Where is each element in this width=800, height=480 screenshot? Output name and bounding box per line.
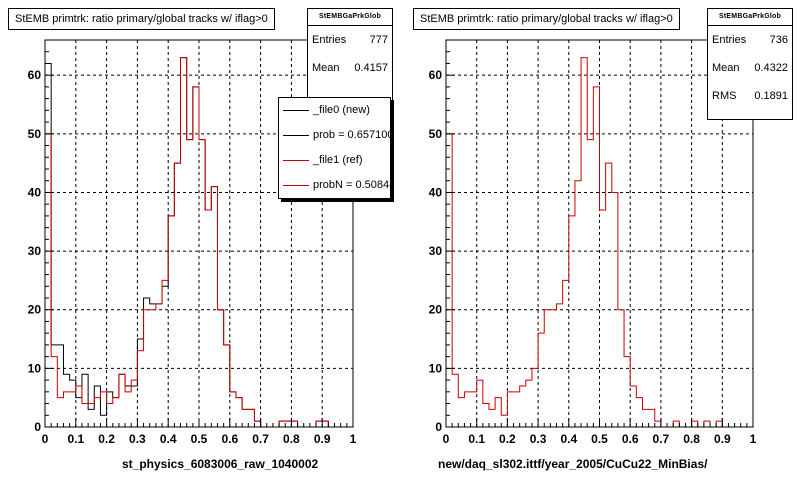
x-tick-label: 0.3 (129, 432, 146, 446)
x-tick-label: 0.5 (591, 432, 608, 446)
x-tick-label: 0.2 (98, 432, 115, 446)
legend-line-red (283, 160, 309, 161)
x-tick-label: 0.9 (314, 432, 331, 446)
legend-line-black (283, 110, 309, 111)
x-tick-label: 0.7 (252, 432, 269, 446)
y-tick-label: 60 (28, 68, 42, 82)
x-tick-label: 0.4 (560, 432, 577, 446)
x-tick-label: 0.5 (191, 432, 208, 446)
x-tick-label: 0.1 (67, 432, 84, 446)
legend-entry: probN = 0.508484 (279, 173, 390, 198)
x-tick-label: 1 (350, 432, 357, 446)
right-stats-entries: Entries 736 (708, 26, 792, 54)
right-stats-box: StEMBGaPrkGlob Entries 736 Mean 0.4322 R… (707, 8, 793, 120)
entries-value: 777 (369, 34, 388, 46)
y-tick-label: 10 (28, 361, 42, 375)
y-tick-label: 40 (429, 185, 443, 199)
y-tick-label: 10 (429, 361, 443, 375)
legend-label: probN = 0.508484 (313, 179, 390, 191)
legend-line-red (283, 185, 309, 186)
x-tick-label: 0 (42, 432, 49, 446)
left-plot: 0 0.1 0.2 0.3 0.4 0.5 0.6 0.7 0.8 0.9 101020304050… (28, 39, 357, 446)
x-tick-label: 1 (750, 432, 757, 446)
right-x-axis-title: new/daq_sl302.ittf/year_2005/CuCu22_MinB… (438, 457, 708, 471)
x-tick-label: 0.3 (530, 432, 547, 446)
y-tick-label: 30 (28, 244, 42, 258)
left-chart-title: StEMB primtrk: ratio primary/global trac… (15, 13, 268, 25)
mean-label: Mean (712, 62, 740, 74)
left-x-axis-title: st_physics_6083006_raw_1040002 (122, 457, 319, 471)
x-tick-label: 0.9 (714, 432, 731, 446)
entries-value: 736 (769, 34, 788, 46)
y-tick-label: 30 (429, 244, 443, 258)
y-tick-label: 20 (429, 303, 443, 317)
x-tick-label: 0.7 (653, 432, 670, 446)
x-tick-label: 0 (443, 432, 450, 446)
right-title-box: StEMB primtrk: ratio primary/global trac… (413, 8, 680, 30)
x-tick-label: 0.1 (468, 432, 485, 446)
legend-label: _file0 (new) (313, 104, 370, 116)
mean-value: 0.4322 (754, 62, 788, 74)
legend-label: _file1 (ref) (313, 154, 363, 166)
y-tick-label: 0 (435, 420, 442, 434)
legend-line-black (283, 135, 309, 136)
mean-label: Mean (312, 62, 340, 74)
x-tick-label: 0.4 (160, 432, 177, 446)
x-tick-label: 0.6 (221, 432, 238, 446)
entries-label: Entries (312, 34, 347, 46)
left-stats-name: StEMBGaPrkGlob (308, 9, 392, 26)
right-stats-mean: Mean 0.4322 (708, 54, 792, 82)
y-tick-label: 0 (34, 420, 41, 434)
left-stats-mean: Mean 0.4157 (308, 54, 392, 82)
right-stats-name: StEMBGaPrkGlob (708, 9, 792, 26)
histogram-series-1 (446, 57, 753, 428)
right-stats-rms: RMS 0.1891 (708, 82, 792, 110)
x-tick-label: 0.6 (622, 432, 639, 446)
mean-value: 0.4157 (354, 62, 388, 74)
y-tick-label: 50 (429, 127, 443, 141)
right-plot: 0 0.1 0.2 0.3 0.4 0.5 0.6 0.7 0.8 0.9 101020304050… (429, 39, 757, 446)
rms-label: RMS (712, 90, 737, 102)
legend-entry: _file1 (ref) (279, 148, 390, 173)
left-stats-entries: Entries 777 (308, 26, 392, 54)
right-chart-title: StEMB primtrk: ratio primary/global trac… (420, 13, 673, 25)
y-tick-label: 50 (28, 127, 42, 141)
y-tick-label: 20 (28, 303, 42, 317)
rms-value: 0.1891 (754, 90, 788, 102)
y-tick-label: 40 (28, 185, 42, 199)
x-tick-label: 0.8 (283, 432, 300, 446)
legend-box: _file0 (new) prob = 0.657100 _file1 (ref… (278, 97, 391, 199)
y-tick-label: 60 (429, 68, 443, 82)
left-stats-box: StEMBGaPrkGlob Entries 777 Mean 0.4157 (307, 8, 393, 114)
entries-label: Entries (712, 34, 747, 46)
x-tick-label: 0.8 (683, 432, 700, 446)
x-tick-label: 0.2 (499, 432, 516, 446)
legend-entry: _file0 (new) (279, 98, 390, 123)
histogram-series-2 (45, 57, 353, 428)
legend-entry: prob = 0.657100 (279, 123, 390, 148)
legend-label: prob = 0.657100 (313, 129, 391, 141)
left-title-box: StEMB primtrk: ratio primary/global trac… (8, 8, 275, 30)
